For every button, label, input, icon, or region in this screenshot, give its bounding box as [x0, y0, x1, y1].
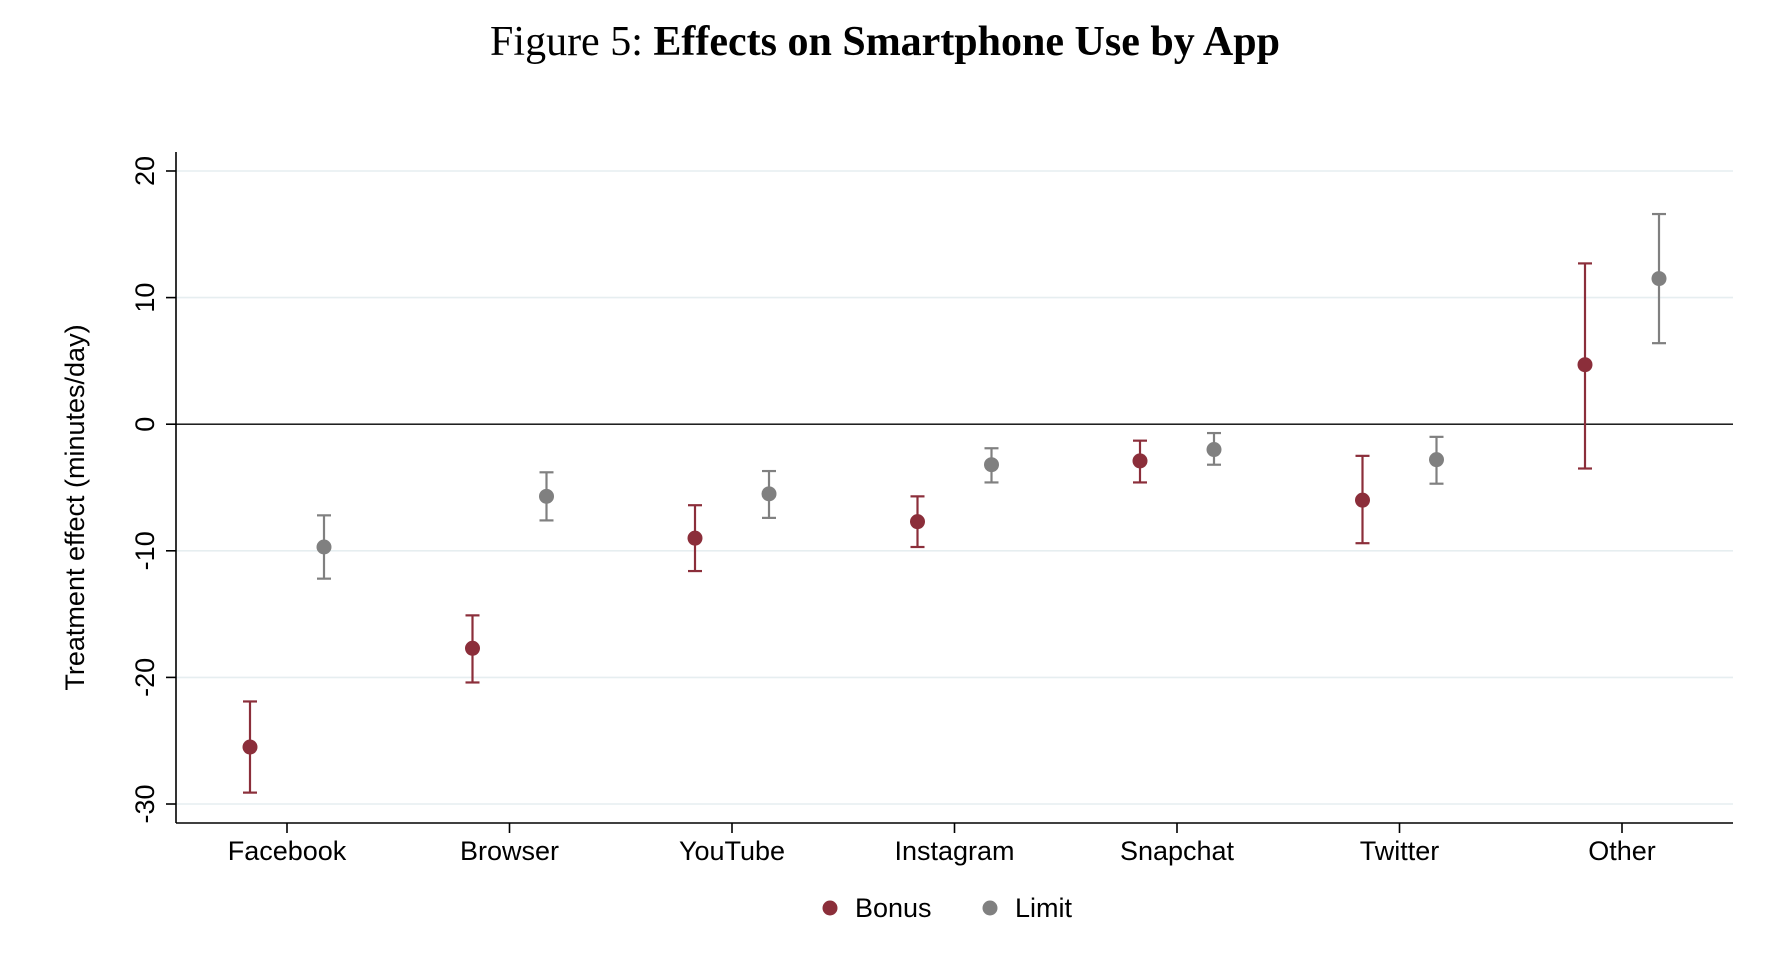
legend-label-bonus: Bonus [855, 893, 932, 923]
x-tick-label: Twitter [1360, 836, 1440, 866]
bonus-point [687, 530, 703, 546]
y-tick-label: -30 [130, 784, 160, 823]
limit-point [761, 486, 777, 502]
x-tick-label: Browser [460, 836, 559, 866]
bonus-point [1577, 357, 1593, 373]
bonus-point [1132, 453, 1148, 469]
legend: Bonus Limit [822, 893, 1073, 923]
figure-prefix: Figure 5: [490, 19, 643, 65]
axes: -30 -20 -10 0 10 20 Treatment effect (minutes/… [60, 152, 1733, 866]
limit-point [984, 457, 999, 473]
y-tick-label: 0 [130, 417, 160, 432]
limit-point [1429, 452, 1444, 468]
figure-title: Figure 5: Effects on Smartphone Use by A… [0, 18, 1770, 66]
y-tick-label: -20 [130, 658, 160, 697]
x-tick-label: Other [1588, 836, 1656, 866]
plot-marks [242, 212, 1667, 794]
gridlines [176, 170, 1733, 805]
figure-title-text: Effects on Smartphone Use by App [653, 19, 1280, 65]
y-tick-label: -10 [130, 531, 160, 570]
legend-marker-limit [982, 900, 998, 916]
limit-point [1206, 442, 1222, 458]
legend-label-limit: Limit [1015, 893, 1073, 923]
bonus-point [242, 739, 258, 755]
limit-point [316, 539, 332, 555]
x-tick-label: YouTube [679, 836, 785, 866]
legend-marker-bonus [822, 900, 838, 916]
y-axis-title: Treatment effect (minutes/day) [60, 324, 90, 690]
bonus-point [910, 514, 925, 530]
x-tick-label: Snapchat [1120, 836, 1235, 866]
y-tick-label: 10 [130, 283, 160, 313]
limit-point [1651, 271, 1667, 287]
y-tick-label: 20 [130, 156, 160, 186]
bonus-point [1355, 492, 1370, 508]
limit-point [539, 488, 554, 504]
x-tick-label: Facebook [228, 836, 347, 866]
x-tick-label: Instagram [894, 836, 1014, 866]
bonus-point [465, 640, 480, 656]
